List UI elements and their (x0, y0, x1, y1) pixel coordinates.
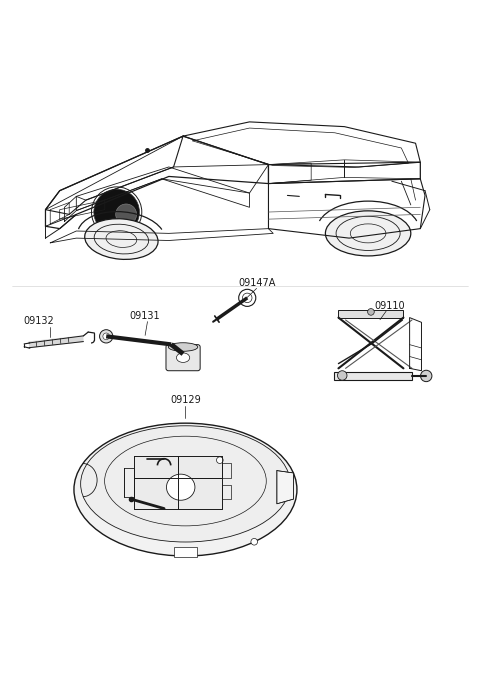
FancyBboxPatch shape (174, 547, 197, 558)
FancyBboxPatch shape (334, 372, 412, 379)
Text: 09147A: 09147A (238, 278, 276, 288)
FancyBboxPatch shape (166, 345, 200, 371)
Polygon shape (134, 477, 179, 508)
Polygon shape (179, 456, 222, 477)
Ellipse shape (167, 474, 195, 500)
Circle shape (251, 538, 258, 545)
Circle shape (103, 333, 109, 340)
Text: 09132: 09132 (23, 316, 54, 326)
Polygon shape (277, 471, 294, 503)
Ellipse shape (177, 353, 190, 362)
Text: 09129: 09129 (170, 395, 201, 405)
Circle shape (420, 371, 432, 382)
Circle shape (116, 204, 137, 225)
Circle shape (216, 457, 223, 464)
Ellipse shape (84, 219, 158, 260)
Polygon shape (134, 456, 179, 477)
Circle shape (99, 329, 113, 343)
Circle shape (368, 308, 374, 315)
Circle shape (337, 371, 347, 380)
Polygon shape (179, 477, 222, 508)
Ellipse shape (81, 426, 290, 542)
Ellipse shape (74, 423, 297, 556)
Text: 09131: 09131 (130, 311, 160, 321)
FancyBboxPatch shape (338, 310, 404, 318)
Text: 09110: 09110 (374, 301, 405, 311)
Ellipse shape (325, 211, 411, 256)
Circle shape (94, 189, 139, 235)
Ellipse shape (168, 342, 198, 351)
Circle shape (239, 289, 256, 306)
